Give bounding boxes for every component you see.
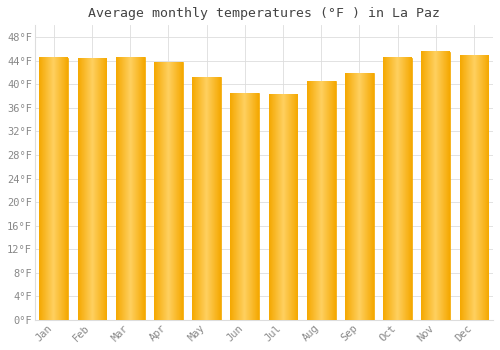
Bar: [192, 77, 221, 320]
Bar: [154, 62, 182, 320]
Bar: [40, 58, 68, 320]
Bar: [268, 94, 298, 320]
Bar: [116, 57, 144, 320]
Bar: [422, 52, 450, 320]
Bar: [230, 93, 259, 320]
Title: Average monthly temperatures (°F ) in La Paz: Average monthly temperatures (°F ) in La…: [88, 7, 440, 20]
Bar: [78, 58, 106, 320]
Bar: [345, 73, 374, 320]
Bar: [383, 58, 412, 320]
Bar: [460, 56, 488, 320]
Bar: [307, 81, 336, 320]
